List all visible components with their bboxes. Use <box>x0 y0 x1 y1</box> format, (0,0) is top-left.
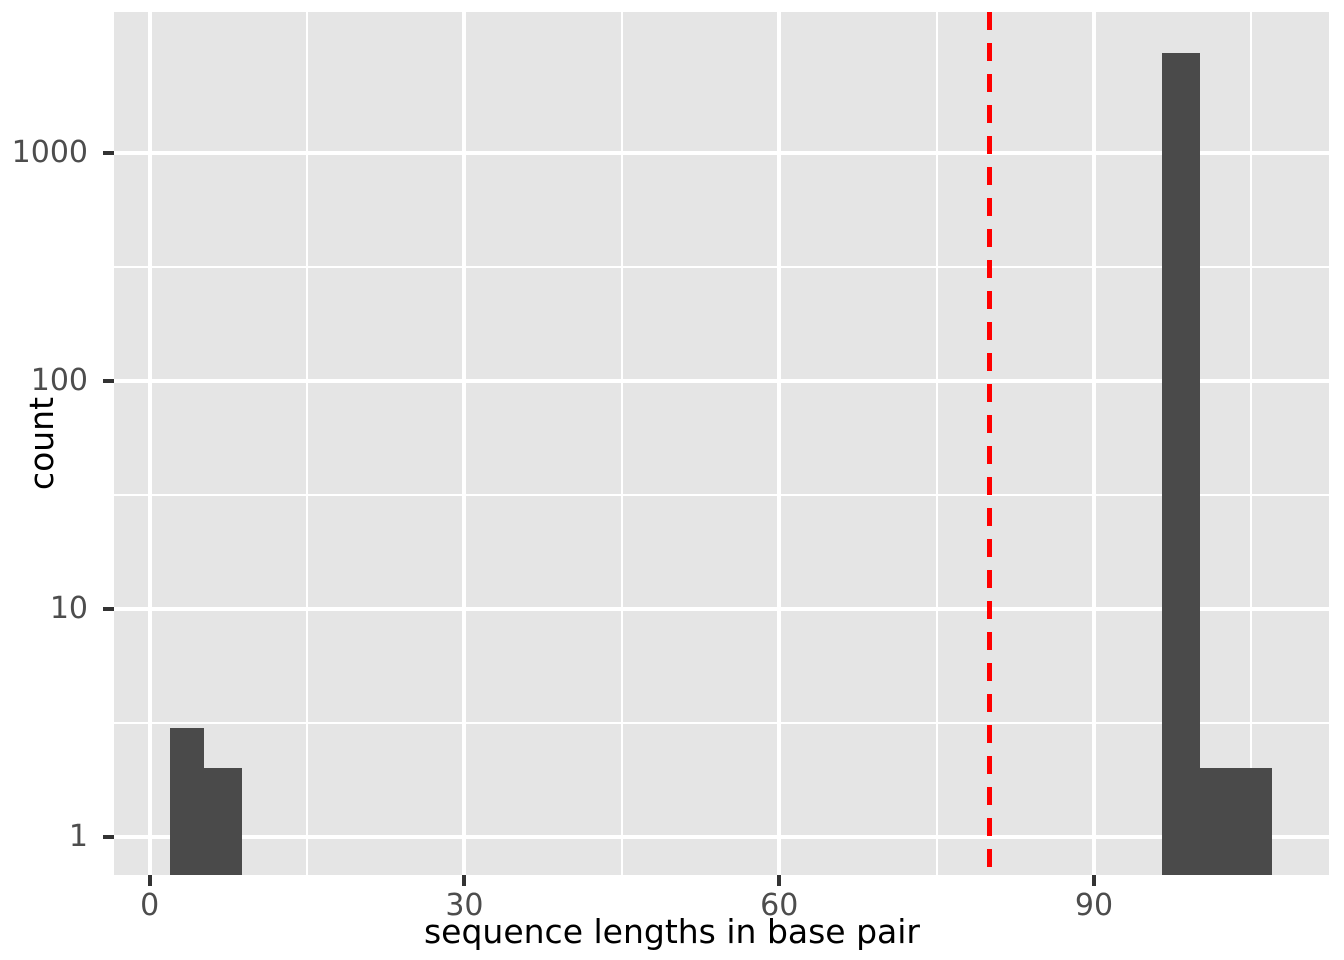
x-axis-tick-mark <box>1091 875 1096 886</box>
y-axis-tick-label: 1 <box>68 819 88 854</box>
histogram-bar <box>204 768 242 875</box>
y-axis-tick-label: 1000 <box>11 135 88 170</box>
x-axis-tick-label: 60 <box>760 888 799 923</box>
y-axis-tick-mark <box>103 835 114 839</box>
x-axis-tick-label: 0 <box>140 888 160 923</box>
x-axis-tick-mark <box>147 875 152 886</box>
gridline-minor-horizontal <box>114 494 1329 496</box>
gridline-major-vertical <box>462 12 467 875</box>
gridline-major-horizontal <box>114 379 1329 383</box>
gridline-minor-horizontal <box>114 266 1329 268</box>
histogram-bar <box>169 728 205 875</box>
x-axis-tick-label: 30 <box>445 888 484 923</box>
gridline-minor-vertical <box>620 12 623 875</box>
gridline-major-vertical <box>147 12 152 875</box>
gridline-minor-vertical <box>306 12 309 875</box>
gridline-major-horizontal <box>114 151 1329 155</box>
reference-line-vertical <box>987 12 993 875</box>
gridline-minor-vertical <box>935 12 938 875</box>
gridline-major-horizontal <box>114 835 1329 839</box>
gridline-minor-vertical <box>1250 12 1253 875</box>
histogram-bar <box>1199 768 1273 875</box>
gridline-minor-horizontal <box>114 722 1329 724</box>
y-axis-title: count <box>22 396 61 491</box>
x-axis-title: sequence lengths in base pair <box>423 912 920 951</box>
x-axis-tick-label: 90 <box>1074 888 1114 923</box>
histogram-bar <box>1162 52 1200 875</box>
x-axis-tick-mark <box>777 875 782 886</box>
y-axis-tick-label: 10 <box>49 591 88 626</box>
y-axis-tick-label: 100 <box>30 363 88 398</box>
gridline-major-horizontal <box>114 607 1329 611</box>
x-axis-tick-mark <box>462 875 467 886</box>
y-axis-tick-mark <box>103 151 114 155</box>
gridline-major-vertical <box>1091 12 1096 875</box>
plot-panel <box>114 12 1329 875</box>
y-axis-tick-mark <box>103 379 114 383</box>
y-axis-tick-mark <box>103 607 114 611</box>
gridline-major-vertical <box>777 12 782 875</box>
